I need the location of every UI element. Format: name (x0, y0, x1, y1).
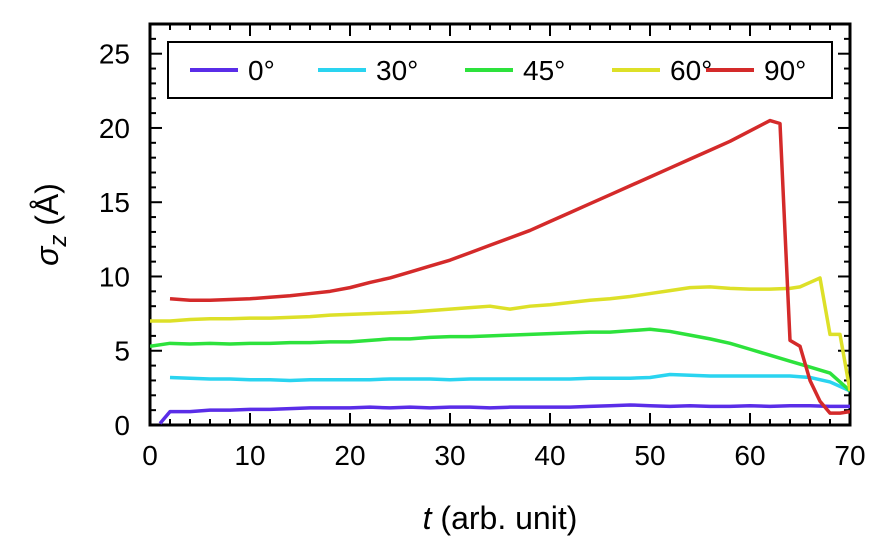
series-line-60deg (150, 276, 850, 392)
y-tick-label: 25 (99, 39, 130, 70)
y-tick-label: 20 (99, 113, 130, 144)
legend: 0° 30° 45° 60° 90° (167, 41, 833, 99)
tick-labels: 0 10 20 30 40 50 60 70 0 5 10 15 20 25 (99, 39, 866, 471)
x-tick-label: 40 (534, 440, 565, 471)
x-tick-label: 20 (334, 440, 365, 471)
y-tick-label: 0 (114, 410, 130, 441)
series-line-30deg (169, 372, 850, 393)
x-tick-label: 0 (142, 440, 158, 471)
x-tick-label: 30 (434, 440, 465, 471)
y-tick-label: 10 (99, 261, 130, 292)
legend-label: 30° (376, 55, 418, 86)
legend-label: 0° (248, 55, 275, 86)
legend-label: 60° (670, 55, 712, 86)
x-tick-label: 60 (734, 440, 765, 471)
x-tick-label: 70 (834, 440, 865, 471)
y-axis-label: σz (Å) (29, 183, 72, 266)
legend-label: 90° (764, 55, 806, 86)
series-line-90deg (169, 118, 850, 415)
axis-ticks (149, 23, 851, 426)
legend-label: 45° (523, 55, 565, 86)
y-tick-label: 5 (114, 336, 130, 367)
data-series (150, 118, 850, 425)
plot-frame (148, 22, 852, 427)
y-tick-label: 15 (99, 187, 130, 218)
x-axis-label: t (arb. unit) (423, 500, 578, 536)
series-line-45deg (150, 327, 850, 393)
x-tick-label: 50 (634, 440, 665, 471)
series-line-0deg (158, 403, 850, 425)
x-tick-label: 10 (234, 440, 265, 471)
